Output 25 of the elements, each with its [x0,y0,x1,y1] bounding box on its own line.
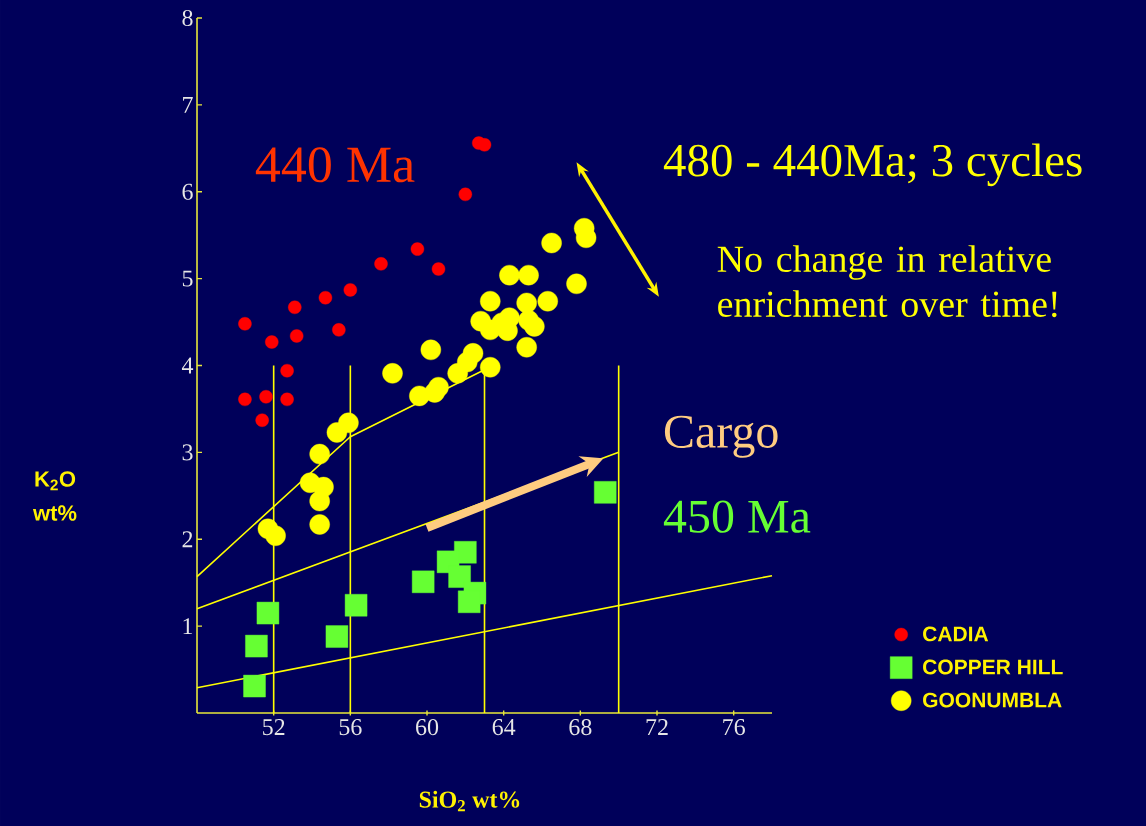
x-tick-label: 72 [646,719,668,735]
y-tick-label: 7 [183,97,193,113]
y-tick-label: 3 [182,444,193,461]
x-tick-label: 68 [569,719,592,736]
x-tick-label: 64 [492,719,516,736]
legend-label: GOONUMBLA [923,692,1062,708]
y-tick-label: 6 [182,183,193,200]
y-axis-title: K$_{2}$O wt% [32,471,77,521]
x-tick-label: 60 [416,719,439,736]
x-tick-label: 52 [263,719,285,736]
y-tick-label: 2 [182,531,193,548]
x-tick-label: 76 [723,719,745,736]
y-tick-label: 5 [182,270,193,287]
annotation: No change in relative enrichment over time! [717,245,1057,318]
legend-label: CADIA [923,626,989,642]
x-axis-title: SiO$_{2}$ wt% [419,790,520,812]
y-tick-label: 4 [181,357,194,374]
x-tick-label: 56 [339,719,362,736]
annotation: Cargo [664,415,778,458]
annotation: 480 - 440Ma; 3 cycles [663,143,1082,187]
y-tick-label: 8 [182,9,193,27]
y-tick-label: 1 [183,618,193,635]
annotation: 440 Ma [255,147,415,183]
legend-label: COPPER HILL [923,659,1063,675]
annotation: 450 Ma [663,500,811,533]
